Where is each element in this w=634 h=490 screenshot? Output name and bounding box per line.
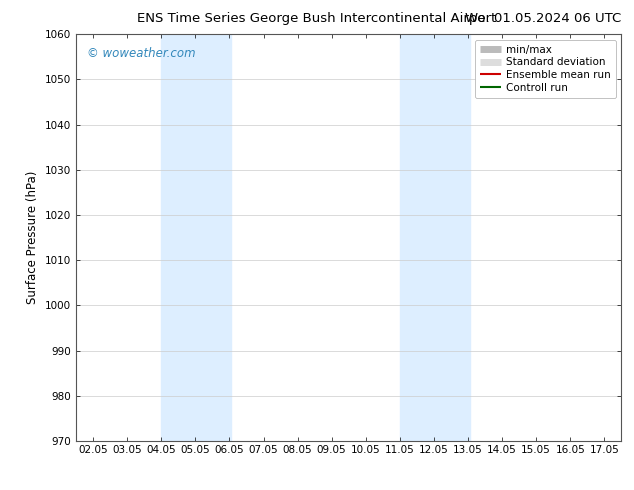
Text: © woweather.com: © woweather.com — [87, 47, 196, 59]
Text: ENS Time Series George Bush Intercontinental Airport: ENS Time Series George Bush Intercontine… — [138, 12, 496, 25]
Bar — [400, 34, 470, 441]
Legend: min/max, Standard deviation, Ensemble mean run, Controll run: min/max, Standard deviation, Ensemble me… — [475, 40, 616, 98]
Text: We. 01.05.2024 06 UTC: We. 01.05.2024 06 UTC — [465, 12, 621, 25]
Bar — [161, 34, 231, 441]
Y-axis label: Surface Pressure (hPa): Surface Pressure (hPa) — [27, 171, 39, 304]
